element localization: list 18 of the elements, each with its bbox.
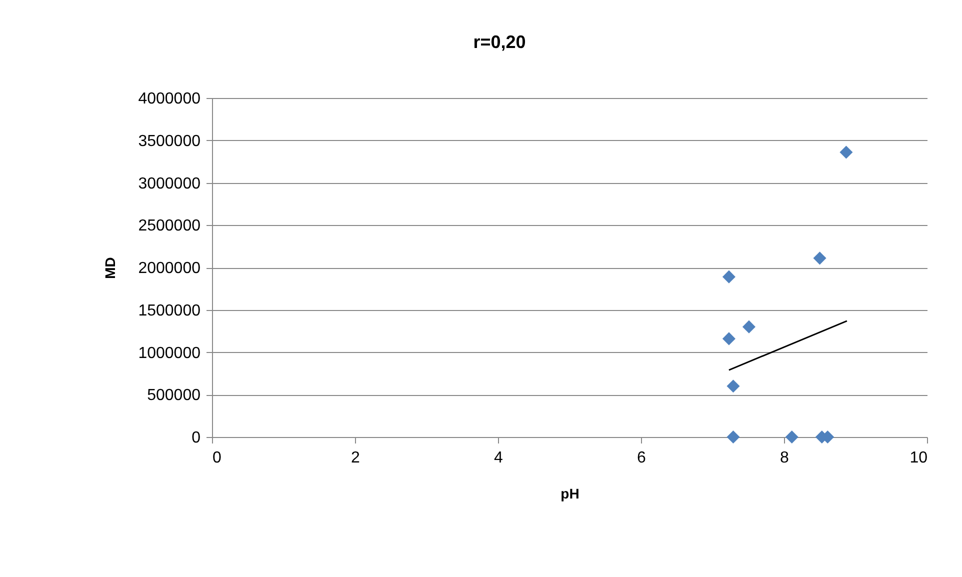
x-tick-label: 8 (780, 450, 790, 466)
chart-title: r=0,20 (473, 32, 526, 52)
x-tick-label: 6 (637, 450, 646, 466)
y-tick-label: 1500000 (138, 302, 201, 320)
y-tick-label: 2500000 (138, 218, 201, 235)
x-axis-title: pH (560, 486, 580, 502)
y-tick-label: 4000000 (138, 90, 201, 108)
y-tick-label: 3500000 (138, 132, 201, 150)
x-tick-label: 10 (910, 450, 928, 466)
y-tick-label: 3000000 (138, 175, 201, 192)
y-tick-label: 0 (192, 430, 201, 446)
x-tick-label: 2 (351, 450, 360, 466)
y-tick-label: 1000000 (138, 344, 201, 362)
y-axis-title: MD (102, 257, 118, 279)
y-tick-label: 500000 (147, 387, 201, 404)
x-tick-label: 4 (494, 450, 504, 466)
y-tick-label: 2000000 (138, 260, 201, 277)
x-tick-label: 0 (212, 450, 222, 466)
